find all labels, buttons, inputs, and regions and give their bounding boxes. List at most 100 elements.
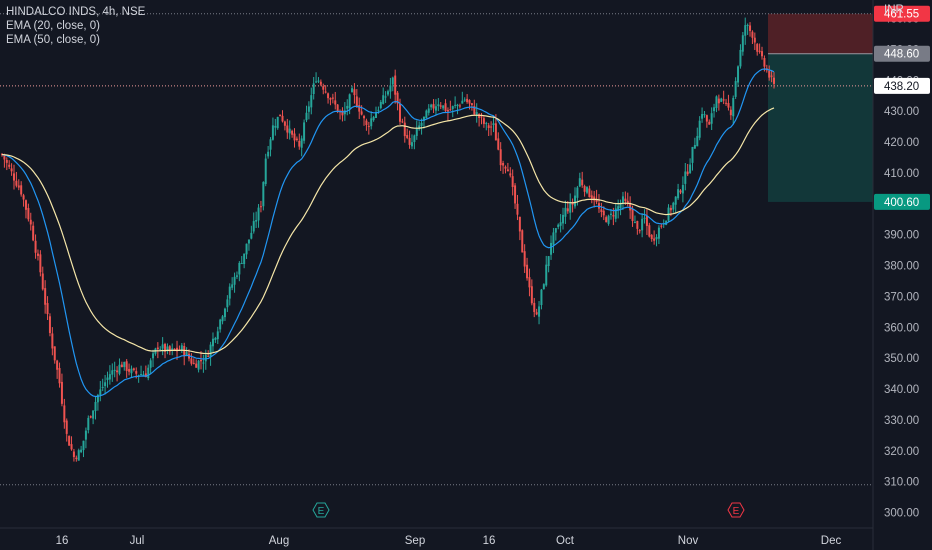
candle[interactable] bbox=[581, 171, 584, 188]
candle[interactable] bbox=[348, 93, 351, 115]
candle[interactable] bbox=[725, 98, 728, 106]
candle[interactable] bbox=[732, 95, 735, 125]
candle[interactable] bbox=[521, 229, 524, 253]
candle[interactable] bbox=[312, 76, 315, 100]
candle[interactable] bbox=[595, 189, 598, 205]
candle[interactable] bbox=[58, 362, 61, 388]
candle[interactable] bbox=[144, 365, 147, 378]
take-profit-zone[interactable] bbox=[768, 53, 873, 202]
candle[interactable] bbox=[147, 364, 150, 381]
candle[interactable] bbox=[235, 271, 238, 279]
candle[interactable] bbox=[650, 234, 653, 242]
candle[interactable] bbox=[108, 365, 111, 385]
candle[interactable] bbox=[684, 163, 687, 191]
candle[interactable] bbox=[53, 346, 56, 364]
candle[interactable] bbox=[72, 448, 75, 462]
candle[interactable] bbox=[753, 32, 756, 50]
candle[interactable] bbox=[605, 215, 608, 223]
candle[interactable] bbox=[120, 361, 123, 368]
candle[interactable] bbox=[734, 77, 737, 99]
candle[interactable] bbox=[161, 337, 164, 356]
candle[interactable] bbox=[756, 42, 759, 56]
candle[interactable] bbox=[257, 204, 260, 228]
candle[interactable] bbox=[516, 194, 519, 221]
candle[interactable] bbox=[482, 116, 485, 128]
candle[interactable] bbox=[199, 351, 202, 370]
candle[interactable] bbox=[590, 190, 593, 204]
candle[interactable] bbox=[653, 230, 656, 245]
candle[interactable] bbox=[749, 22, 752, 37]
candle[interactable] bbox=[346, 99, 349, 116]
candle[interactable] bbox=[384, 91, 387, 103]
candle[interactable] bbox=[761, 46, 764, 60]
candle[interactable] bbox=[281, 110, 284, 123]
candle[interactable] bbox=[554, 227, 557, 241]
candle[interactable] bbox=[509, 167, 512, 178]
candle[interactable] bbox=[693, 137, 696, 150]
candle[interactable] bbox=[152, 349, 155, 368]
candle[interactable] bbox=[34, 234, 37, 259]
candle[interactable] bbox=[334, 91, 337, 110]
candle[interactable] bbox=[166, 343, 169, 355]
candle[interactable] bbox=[514, 183, 517, 209]
candle[interactable] bbox=[5, 157, 8, 171]
candle[interactable] bbox=[39, 250, 42, 277]
candle[interactable] bbox=[446, 107, 449, 121]
candle[interactable] bbox=[44, 280, 47, 314]
candle[interactable] bbox=[617, 199, 620, 219]
candle[interactable] bbox=[68, 435, 71, 446]
last-price-label[interactable]: 438.20 bbox=[874, 77, 930, 94]
candle[interactable] bbox=[600, 202, 603, 218]
candle[interactable] bbox=[415, 120, 418, 140]
candle[interactable] bbox=[185, 347, 188, 357]
candle[interactable] bbox=[456, 103, 459, 115]
candle[interactable] bbox=[530, 279, 533, 306]
candle[interactable] bbox=[87, 415, 90, 434]
candle[interactable] bbox=[149, 358, 152, 374]
candle[interactable] bbox=[353, 83, 356, 104]
candle[interactable] bbox=[29, 212, 32, 231]
candle[interactable] bbox=[396, 91, 399, 111]
candle[interactable] bbox=[461, 91, 464, 104]
candle[interactable] bbox=[703, 110, 706, 118]
candle[interactable] bbox=[84, 427, 87, 449]
candle[interactable] bbox=[180, 343, 183, 353]
candle[interactable] bbox=[274, 118, 277, 136]
candle[interactable] bbox=[250, 225, 253, 240]
candle[interactable] bbox=[425, 109, 428, 119]
candle[interactable] bbox=[562, 207, 565, 230]
stop-loss-zone[interactable] bbox=[768, 13, 873, 54]
candle[interactable] bbox=[648, 222, 651, 238]
candle[interactable] bbox=[413, 134, 416, 150]
candle[interactable] bbox=[466, 94, 469, 104]
candle[interactable] bbox=[638, 229, 641, 234]
candle[interactable] bbox=[511, 169, 514, 196]
candle[interactable] bbox=[132, 367, 135, 372]
candle[interactable] bbox=[674, 196, 677, 213]
candle[interactable] bbox=[691, 146, 694, 171]
candle[interactable] bbox=[420, 118, 423, 135]
candle[interactable] bbox=[454, 96, 457, 109]
candle[interactable] bbox=[221, 314, 224, 325]
candle[interactable] bbox=[773, 72, 775, 89]
candle[interactable] bbox=[293, 128, 296, 148]
candle[interactable] bbox=[99, 381, 102, 402]
candle[interactable] bbox=[48, 313, 51, 337]
candle[interactable] bbox=[487, 122, 490, 137]
candle[interactable] bbox=[741, 32, 744, 56]
candle[interactable] bbox=[458, 103, 461, 109]
candle[interactable] bbox=[463, 97, 466, 102]
candle[interactable] bbox=[341, 107, 344, 122]
candle[interactable] bbox=[569, 193, 572, 220]
candle[interactable] bbox=[247, 239, 250, 251]
candle[interactable] bbox=[382, 87, 385, 105]
candle[interactable] bbox=[17, 179, 20, 191]
candle[interactable] bbox=[240, 256, 243, 265]
candle[interactable] bbox=[619, 199, 622, 216]
candle[interactable] bbox=[317, 77, 320, 84]
candle[interactable] bbox=[535, 308, 538, 316]
candle[interactable] bbox=[686, 164, 689, 177]
candle[interactable] bbox=[288, 120, 291, 140]
candle[interactable] bbox=[331, 93, 334, 104]
candle[interactable] bbox=[233, 272, 236, 293]
